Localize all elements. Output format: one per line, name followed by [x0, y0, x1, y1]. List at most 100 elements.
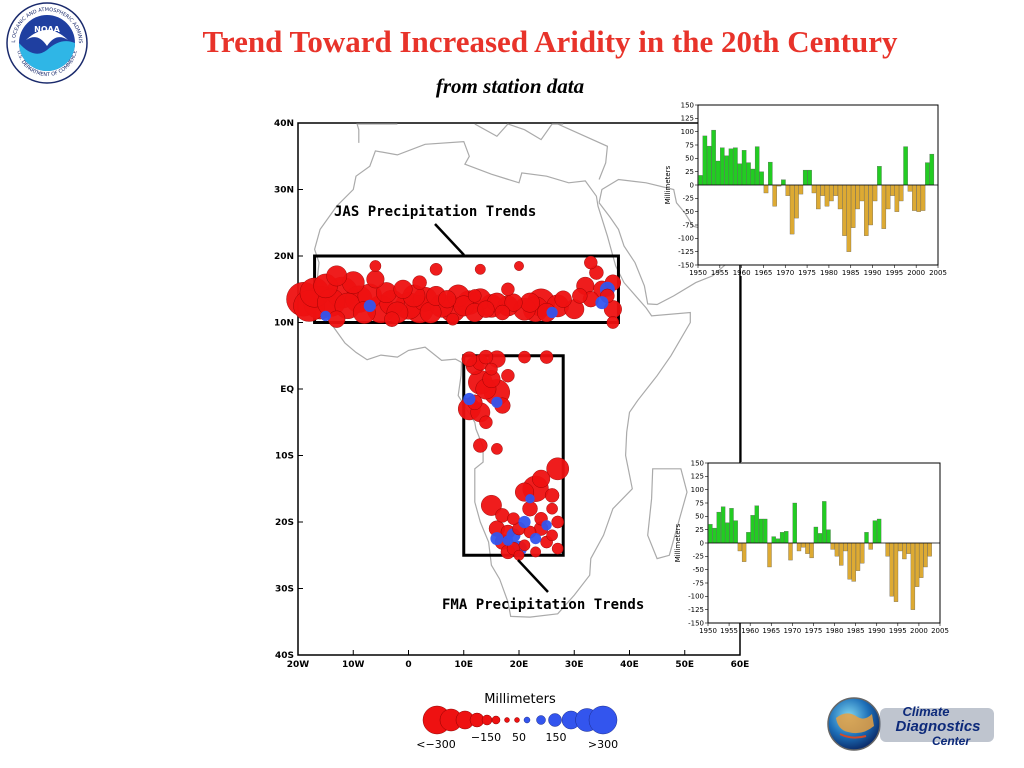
cdc-text-center: Center — [932, 734, 971, 748]
bar — [834, 542, 840, 557]
lat-tick-label: 20S — [275, 518, 294, 528]
bar — [733, 147, 738, 186]
station-marker — [369, 260, 382, 272]
station-marker — [491, 396, 503, 408]
bar — [728, 148, 734, 186]
bar — [807, 169, 812, 186]
station-marker — [546, 529, 558, 542]
y-tick-label: 100 — [681, 128, 694, 136]
bar — [771, 536, 776, 544]
legend-label: −150 — [471, 731, 501, 744]
y-tick-label: 125 — [691, 473, 704, 481]
bar — [898, 542, 903, 552]
bar — [927, 542, 932, 557]
legend-title: Millimeters — [484, 692, 556, 707]
y-tick-label: -50 — [693, 566, 704, 574]
x-tick-label: 1960 — [733, 269, 751, 277]
bar — [890, 184, 895, 196]
station-marker — [551, 515, 565, 529]
x-tick-label: 2005 — [931, 627, 949, 635]
bar — [868, 542, 873, 550]
station-marker — [520, 292, 540, 313]
bar — [758, 518, 764, 544]
bar — [720, 147, 725, 186]
y-tick-label: 25 — [685, 168, 694, 176]
x-tick-label: 1965 — [762, 627, 780, 635]
bar — [847, 542, 852, 580]
bar — [842, 184, 847, 236]
bar — [754, 146, 760, 186]
station-marker — [572, 288, 588, 304]
station-marker — [595, 296, 609, 310]
station-marker — [468, 289, 482, 303]
bar — [830, 542, 835, 550]
x-tick-label: 1975 — [798, 269, 816, 277]
x-tick-label: 1965 — [755, 269, 773, 277]
fma-pointer — [517, 559, 549, 593]
y-tick-label: -125 — [688, 606, 704, 614]
station-marker — [363, 299, 376, 312]
lat-tick-label: 30S — [275, 585, 294, 595]
lat-tick-label: 40S — [275, 651, 294, 661]
station-marker — [525, 494, 535, 504]
bar — [729, 508, 734, 544]
legend-label: 150 — [546, 731, 567, 744]
x-tick-label: 1980 — [820, 269, 838, 277]
station-marker — [463, 392, 476, 406]
y-tick-label: 125 — [681, 115, 694, 123]
station-marker — [480, 494, 502, 516]
x-tick-label: 1970 — [776, 269, 794, 277]
legend-circle — [548, 713, 562, 727]
bar — [763, 518, 768, 544]
station-marker — [328, 310, 346, 328]
bar — [763, 184, 769, 194]
station-marker — [530, 533, 542, 545]
bar — [914, 542, 920, 587]
bar — [789, 184, 795, 235]
bar — [737, 542, 743, 552]
x-tick-label: 1950 — [699, 627, 717, 635]
bar — [846, 184, 852, 252]
bar — [903, 146, 908, 186]
bar — [741, 150, 747, 186]
bar — [837, 184, 843, 210]
y-tick-label: -100 — [688, 593, 704, 601]
bar — [829, 184, 834, 202]
y-tick-label: -150 — [678, 261, 694, 269]
station-marker — [541, 520, 552, 531]
station-marker — [473, 438, 488, 453]
bar — [824, 184, 830, 207]
fma-annotation: FMA Precipitation Trends — [442, 597, 644, 613]
bar — [750, 515, 755, 544]
bar — [801, 542, 806, 548]
legend-circle — [514, 717, 520, 723]
map-panel: 20W 10W 0 10E 20E 30E 40E 50E 60E 40N 30N 20N 10N EQ… — [274, 119, 749, 670]
lat-tick-label: 10N — [274, 319, 294, 329]
x-tick-label: 1970 — [783, 627, 801, 635]
bar — [741, 542, 747, 562]
y-tick-label: -100 — [678, 235, 694, 243]
europe-coastline — [356, 123, 398, 143]
lon-tick-label: 50E — [675, 660, 694, 670]
bar — [706, 145, 712, 186]
lon-tick-label: 20W — [287, 660, 310, 670]
latitude-ticks: 40N 30N 20N 10N EQ 10S 20S 30S 40S — [274, 119, 303, 661]
bar — [794, 184, 799, 219]
bar — [851, 542, 856, 582]
bar — [788, 542, 793, 561]
bar — [796, 542, 802, 552]
bar — [746, 532, 751, 544]
legend-circles — [422, 705, 618, 735]
bar — [925, 162, 930, 186]
lon-tick-label: 60E — [731, 660, 750, 670]
station-marker — [477, 300, 495, 318]
x-tick-label: 1975 — [805, 627, 823, 635]
bar — [868, 184, 873, 226]
lat-tick-label: 40N — [274, 119, 294, 129]
legend-label: <−300 — [416, 738, 455, 751]
y-tick-label: 75 — [695, 499, 704, 507]
fma-timeseries-chart: 1501251007550250-25-50-75-100-125-150195… — [674, 459, 949, 635]
bar — [916, 184, 921, 212]
station-marker — [490, 532, 504, 546]
